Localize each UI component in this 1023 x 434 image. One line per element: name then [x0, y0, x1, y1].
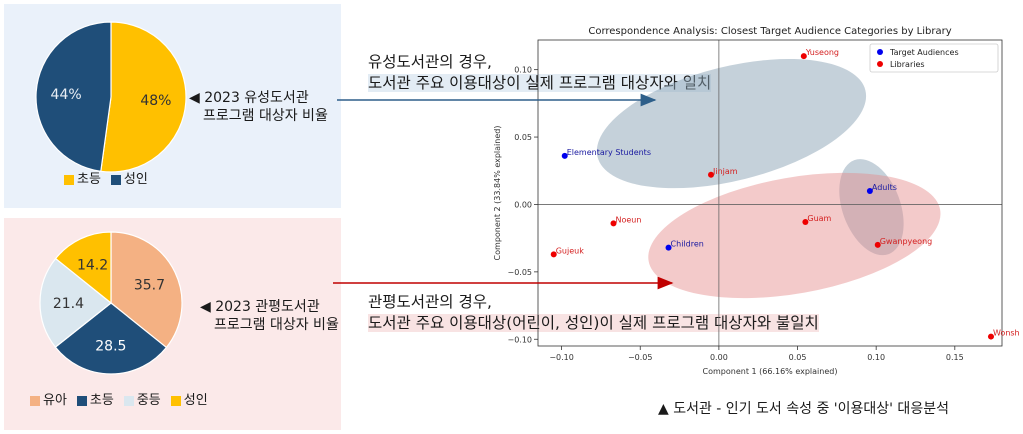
plot-frame	[537, 39, 1003, 347]
y-tick-label: −0.10	[507, 335, 532, 344]
pie-slice-label: 35.7	[134, 278, 165, 294]
yuseong-caption-line1: ◀ 2023 유성도서관	[189, 90, 309, 106]
library-point	[800, 53, 807, 60]
pie-slice	[39, 257, 112, 348]
yuseong-annotation: 유성도서관의 경우, 도서관 주요 이용대상이 실제 프로그램 대상자와 일치	[368, 52, 712, 94]
legend-swatch	[170, 395, 181, 406]
gwanpyeong-caption-line2: 프로그램 대상자 비율	[214, 317, 339, 333]
pie-slice	[35, 21, 112, 172]
library-label: Jinjam	[712, 167, 738, 176]
yuseong-pie-chart: 48% 44%	[35, 21, 187, 173]
pie-slice-label: 48%	[140, 93, 171, 109]
gwanpyeong-pie-chart: 35.7 28.5 21.4 14.2	[39, 231, 183, 375]
legend-entry: Libraries	[890, 60, 925, 69]
legend-swatch	[76, 395, 87, 406]
yuseong-panel: 48% 44% ◀ 2023 유성도서관 프로그램 대상자 비율 초등 성인	[4, 4, 341, 208]
legend-swatch	[64, 174, 74, 185]
target-audience-label: Elementary Students	[567, 148, 651, 157]
yuseong-annotation-line2: 도서관 주요 이용대상이 실제 프로그램 대상자와 일치	[368, 74, 712, 92]
library-label: Yuseong	[805, 48, 839, 57]
adults-group-ellipse	[839, 159, 904, 256]
x-tick-label: 0.00	[710, 353, 728, 362]
y-tick-label: 0.00	[514, 200, 532, 209]
library-point	[874, 241, 881, 248]
library-label: Gwanpyeong	[880, 237, 933, 246]
legend-entry: Target Audiences	[889, 48, 959, 57]
legend-swatch	[30, 395, 40, 406]
legend-item-elementary: 초등	[76, 389, 114, 408]
y-tick-label: −0.05	[507, 268, 532, 277]
pie-slice	[100, 21, 187, 173]
legend-label: 중등	[136, 393, 161, 408]
legend-marker	[877, 49, 883, 55]
chart-legend	[869, 43, 999, 73]
x-tick-label: −0.05	[628, 353, 653, 362]
pie-slice-label: 44%	[51, 87, 82, 103]
correspondence-analysis-chart: Correspondence Analysis: Closest Target …	[493, 26, 1020, 376]
library-point	[550, 251, 557, 258]
legend-marker	[877, 61, 883, 67]
pie-slice	[54, 231, 112, 305]
legend-label: 성인	[183, 393, 208, 408]
legend-item-preschool: 유아	[30, 389, 67, 408]
x-tick-label: 0.15	[946, 353, 964, 362]
y-tick-label: 0.10	[514, 66, 532, 75]
yuseong-caption-line2: 프로그램 대상자 비율	[203, 108, 328, 124]
pie-slice-label: 14.2	[77, 258, 108, 274]
legend-label: 초등	[77, 172, 101, 187]
legend-item-elementary: 초등	[64, 168, 101, 187]
legend-label: 초등	[89, 393, 114, 408]
gwanpyeong-panel: 35.7 28.5 21.4 14.2 ◀ 2023 관평도서관 프로그램 대상자 비…	[4, 218, 341, 430]
y-axis-label: Component 2 (33.84% explained)	[493, 126, 502, 261]
x-tick-label: 0.10	[867, 353, 885, 362]
pie-slice-label: 28.5	[95, 339, 126, 355]
target-audience-label: Adults	[872, 183, 897, 192]
legend-swatch	[110, 174, 121, 185]
legend-swatch	[123, 395, 134, 406]
chart-title: Correspondence Analysis: Closest Target …	[588, 26, 951, 37]
pie-slice	[54, 302, 168, 375]
gwanpyeong-annotation: 관평도서관의 경우, 도서관 주요 이용대상(어린이, 성인)이 실제 프로그램…	[368, 292, 819, 334]
yuseong-annotation-line1: 유성도서관의 경우,	[368, 53, 492, 71]
target-audience-label: Children	[671, 240, 704, 249]
gwanpyeong-caption-line1: ◀ 2023 관평도서관	[200, 299, 320, 315]
legend-item-adult: 성인	[110, 168, 148, 187]
target-audience-point	[866, 187, 873, 194]
pie-slice	[110, 231, 183, 349]
y-tick-label: 0.05	[514, 133, 532, 142]
yuseong-legend: 초등 성인	[64, 168, 148, 187]
yuseong-caption: ◀ 2023 유성도서관 프로그램 대상자 비율	[189, 89, 328, 125]
gwanpyeong-legend: 유아 초등 중등 성인	[30, 389, 208, 408]
target-group-ellipse	[596, 58, 867, 189]
x-tick-label: 0.05	[789, 353, 807, 362]
legend-item-adult: 성인	[170, 389, 208, 408]
library-point	[987, 333, 994, 340]
library-label: Guam	[807, 214, 831, 223]
gwanpyeong-caption: ◀ 2023 관평도서관 프로그램 대상자 비율	[200, 298, 339, 334]
legend-label: 유아	[43, 393, 67, 408]
library-point	[708, 171, 715, 178]
target-audience-point	[665, 244, 672, 251]
library-label: Wonshinhung	[993, 329, 1020, 338]
gwanpyeong-annotation-line2: 도서관 주요 이용대상(어린이, 성인)이 실제 프로그램 대상자와 불일치	[368, 314, 819, 332]
x-tick-label: −0.10	[549, 353, 574, 362]
legend-label: 성인	[123, 172, 148, 187]
library-point	[610, 220, 617, 227]
pie-slice-label: 21.4	[53, 296, 84, 312]
library-point	[802, 218, 809, 225]
library-label: Noeun	[615, 215, 641, 224]
analysis-caption: ▲ 도서관 - 인기 도서 속성 중 '이용대상' 대응분석	[658, 401, 949, 417]
target-audience-point	[561, 152, 568, 159]
legend-item-middle: 중등	[123, 389, 161, 408]
library-label: Gujeuk	[556, 246, 584, 255]
gwanpyeong-annotation-line1: 관평도서관의 경우,	[368, 293, 492, 311]
x-axis-label: Component 1 (66.16% explained)	[703, 367, 838, 376]
